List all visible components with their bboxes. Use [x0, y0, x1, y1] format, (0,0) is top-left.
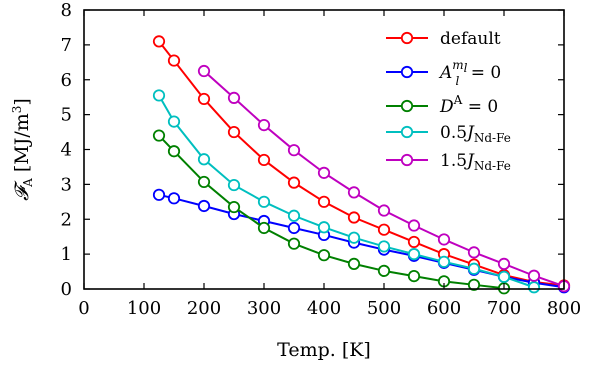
legend-entry: 0.5JNd-Fe: [386, 123, 511, 145]
legend-entry: DA = 0: [386, 93, 498, 117]
x-tick-label: 500: [367, 298, 401, 319]
data-point: [497, 270, 511, 283]
data-point: [167, 115, 181, 128]
legend-marker: [400, 153, 414, 167]
y-axis-label-unit-end: ]: [11, 98, 33, 105]
y-axis-label: 𝓕A [MJ/m3]: [10, 98, 35, 201]
data-point: [377, 264, 391, 277]
data-point: [467, 278, 481, 291]
legend-marker: [400, 125, 414, 139]
data-point: [347, 211, 361, 224]
y-tick-label: 5: [61, 105, 72, 126]
y-tick-label: 6: [61, 70, 72, 91]
y-tick-label: 8: [61, 0, 72, 21]
chart-marks: [152, 35, 571, 295]
data-point: [152, 188, 166, 201]
y-tick-label: 7: [61, 35, 72, 56]
y-tick-label: 4: [61, 140, 72, 161]
data-point: [197, 64, 211, 78]
x-tick-label: 200: [187, 298, 221, 319]
data-point: [227, 125, 241, 139]
data-point: [467, 262, 481, 275]
x-tick-label: 600: [427, 298, 461, 319]
data-point: [497, 257, 511, 270]
data-point: [197, 153, 211, 166]
data-point: [227, 200, 241, 214]
data-point: [527, 269, 541, 282]
data-point: [407, 248, 421, 261]
data-point: [407, 269, 421, 283]
data-point: [317, 221, 331, 234]
data-point: [407, 219, 421, 232]
legend-entry: 1.5JNd-Fe: [386, 151, 511, 173]
data-point: [287, 237, 301, 250]
data-point: [257, 153, 271, 167]
data-point: [347, 231, 361, 244]
legend-marker: [400, 99, 414, 113]
legend-marker: [400, 31, 414, 45]
data-point: [467, 246, 481, 259]
data-point: [152, 89, 166, 102]
y-axis-label-sub: A: [21, 178, 35, 188]
y-tick-label: 2: [61, 209, 72, 230]
data-point: [287, 144, 301, 157]
data-point: [377, 223, 391, 236]
legend: default Aml l = 0 DA = 0 0.5JNd-Fe 1.5JNd-Fe: [386, 29, 511, 173]
data-point: [152, 35, 166, 48]
data-point: [257, 195, 271, 208]
data-point: [347, 257, 361, 270]
data-point: [317, 249, 331, 262]
data-point: [317, 195, 331, 208]
data-point: [197, 175, 211, 189]
data-point: [152, 129, 166, 142]
legend-entry: Aml l = 0: [386, 58, 501, 88]
y-tick-label: 3: [61, 174, 72, 195]
legend-entry: default: [386, 29, 501, 49]
y-tick-label: 0: [61, 279, 72, 300]
data-point: [227, 91, 241, 104]
data-point: [257, 118, 271, 132]
legend-label: DA = 0: [439, 93, 498, 117]
data-point: [377, 240, 391, 253]
data-point: [527, 281, 541, 294]
x-tick-label: 0: [78, 298, 89, 319]
data-point: [167, 54, 181, 67]
y-tick-label: 1: [61, 244, 72, 265]
y-axis-label-unit-sup: 3: [10, 106, 24, 114]
x-tick-label: 800: [547, 298, 581, 319]
data-point: [287, 209, 301, 222]
legend-label: Aml l = 0: [438, 58, 501, 88]
data-point: [437, 233, 451, 246]
x-tick-label: 400: [307, 298, 341, 319]
series-4: [197, 64, 571, 293]
x-tick-label: 100: [127, 298, 161, 319]
x-axis-label: Temp. [K]: [277, 339, 371, 361]
y-axis-label-unit: [MJ/m: [11, 113, 33, 178]
data-point: [167, 145, 181, 158]
data-point: [377, 204, 391, 217]
x-tick-label: 700: [487, 298, 521, 319]
series-3: [152, 89, 541, 294]
data-point: [167, 192, 181, 205]
plot-frame: [83, 9, 565, 290]
legend-label: default: [440, 29, 501, 49]
axis-ticks: 0 100 200 300 400 500 600 700 800 0 1 2 3 4 5 6 7 8: [61, 0, 582, 319]
data-point: [197, 199, 211, 213]
data-point: [347, 186, 361, 199]
legend-label: 1.5JNd-Fe: [440, 151, 511, 173]
data-point: [317, 166, 331, 179]
legend-marker: [400, 65, 414, 79]
legend-label: 0.5JNd-Fe: [440, 123, 511, 145]
data-point: [227, 178, 241, 192]
x-tick-label: 300: [247, 298, 281, 319]
data-point: [437, 255, 451, 268]
data-point: [287, 221, 301, 235]
data-point: [197, 92, 211, 106]
data-point: [407, 235, 421, 249]
data-point: [257, 221, 271, 235]
data-point: [287, 176, 301, 189]
